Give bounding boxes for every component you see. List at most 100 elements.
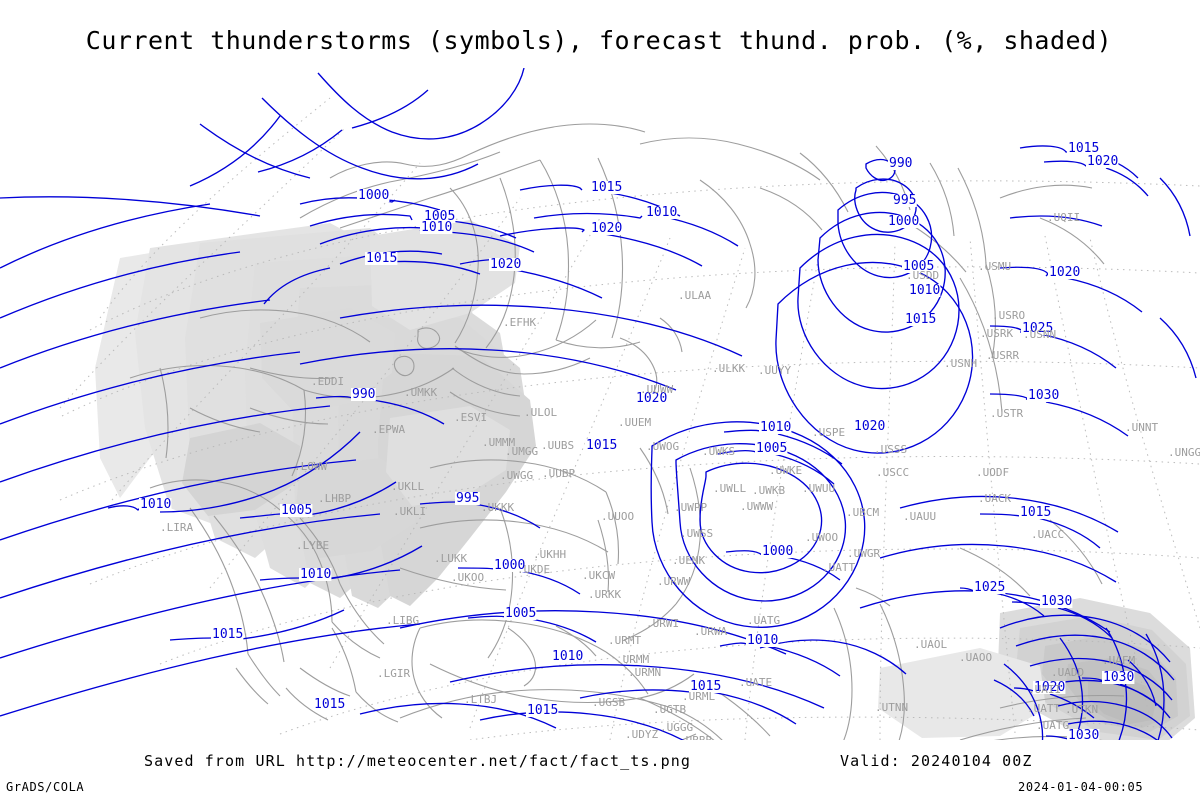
isobar-label: 1005 <box>505 606 536 621</box>
station-label: .UNNT <box>1125 421 1158 434</box>
isobar-label: 1005 <box>281 503 312 518</box>
station-label: .UODF <box>976 466 1009 479</box>
station-label: .EDDI <box>311 375 344 388</box>
isobar-label: 1020 <box>854 419 885 434</box>
isobar-label-halo <box>423 210 456 223</box>
isobar-label: 1020 <box>636 391 667 406</box>
isobar-label: 1030 <box>1068 728 1099 740</box>
isobar-label-halo <box>1067 142 1100 155</box>
station-label: .UATG <box>1036 719 1069 732</box>
isobar-label: 1010 <box>552 649 583 664</box>
isobar-label: 1015 <box>690 679 721 694</box>
isobar-label: 1010 <box>909 283 940 298</box>
station-label: .UUWW <box>640 383 673 396</box>
isobar-label-halo <box>759 421 792 434</box>
isobar-label: 1015 <box>1020 505 1051 520</box>
footer-bar: Saved from URL http://meteocenter.net/fa… <box>0 752 1200 778</box>
station-label: .USCC <box>876 466 909 479</box>
isobar-label: 1005 <box>903 259 934 274</box>
station-label: .USMU <box>978 260 1011 273</box>
isobar-label-halo <box>755 442 788 455</box>
isobar-label: 1015 <box>212 627 243 642</box>
isobar-label: 1015 <box>586 438 617 453</box>
station-label: .USNH <box>944 357 977 370</box>
station-label: .USSS <box>874 443 907 456</box>
weather-map-canvas[interactable]: 1000 1005 1010 1015 1010 1020 990 995 1000 1005 10… <box>0 68 1200 740</box>
station-label: .UWGR <box>847 547 880 560</box>
isobar-label-halo <box>1048 266 1081 279</box>
station-label: .URWA <box>694 625 727 638</box>
coastlines-and-borders <box>129 123 1145 740</box>
isobar-label-halo <box>313 698 346 711</box>
station-label: .UWKS <box>702 445 735 458</box>
station-label: .ULOL <box>524 406 557 419</box>
isobar-label-halo <box>420 221 453 234</box>
isobar-label: 1025 <box>1022 321 1053 336</box>
isobar-label: 1010 <box>300 567 331 582</box>
map-svg: 1000100510101015101010209909951000100510… <box>0 68 1200 740</box>
station-label: .UWKB <box>752 484 785 497</box>
isobar-label: 1015 <box>527 703 558 718</box>
station-label: .UWPP <box>674 501 707 514</box>
station-label: .ULKK <box>712 362 745 375</box>
page-title: Current thunderstorms (symbols), forecas… <box>85 26 1113 55</box>
isobar-label: 1015 <box>366 251 397 266</box>
station-label: .UQII <box>1047 211 1080 224</box>
station-label: .UWGG <box>500 469 533 482</box>
station-label: .UKCW <box>582 569 615 582</box>
station-label: .UWUU <box>802 482 835 495</box>
station-label: .LHBP <box>318 492 351 505</box>
isobar-label-halo <box>908 284 941 297</box>
station-label: .USNN <box>1023 328 1056 341</box>
isobar-label-halo <box>888 157 913 170</box>
station-label: .UKDE <box>517 563 550 576</box>
isobar-label-halo <box>211 628 244 641</box>
isobar-label: 1020 <box>1049 265 1080 280</box>
station-label: .USRO <box>992 309 1025 322</box>
station-label: .UAOL <box>914 638 947 651</box>
station-label: .UBBB <box>679 734 712 740</box>
saved-from-url-text: Saved from URL http://meteocenter.net/fa… <box>144 752 692 770</box>
station-label: .UBCM <box>846 506 879 519</box>
station-label: .UAOO <box>959 651 992 664</box>
station-label: .LUKK <box>434 552 467 565</box>
isobar-label-halo <box>1067 729 1100 740</box>
isobar-label-halo <box>904 313 937 326</box>
isobar-label-halo <box>1040 595 1073 608</box>
isobar-label-halo <box>853 420 886 433</box>
station-label: .UWKE <box>769 464 802 477</box>
isobar-label-halo <box>902 260 935 273</box>
station-label: .USRR <box>986 349 1019 362</box>
station-label: .LTBJ <box>464 693 497 706</box>
isobar-label-halo <box>365 252 398 265</box>
isobar-label-halo <box>280 504 313 517</box>
station-label: .EFHK <box>503 316 536 329</box>
station-label: .UATT <box>1027 702 1060 715</box>
generation-timestamp: 2024-01-04-00:05 <box>1018 780 1144 794</box>
station-label: .LIBG <box>386 614 419 627</box>
station-label: .UKLI <box>393 505 426 518</box>
isobar-label: 990 <box>352 387 375 402</box>
isobar-label-halo <box>761 545 794 558</box>
station-label: .UKHH <box>533 548 566 561</box>
station-label: .EPWA <box>372 423 405 436</box>
isobar-label: 1000 <box>494 558 525 573</box>
isobar-label-halo <box>585 439 618 452</box>
isobar-label: 1000 <box>888 214 919 229</box>
isobar-label-halo <box>357 189 390 202</box>
isobar-label: 1010 <box>760 420 791 435</box>
isobar-label-halo <box>1086 155 1119 168</box>
station-label: .ESVI <box>454 411 487 424</box>
isobar-label: 1010 <box>140 497 171 512</box>
isobar-label-halo <box>493 559 526 572</box>
station-label: .UADD <box>1051 666 1084 679</box>
isobar-label-halo <box>351 388 376 401</box>
isobar-label-halo <box>1033 681 1066 694</box>
station-label: .URWI <box>646 617 679 630</box>
isobar-label: 1010 <box>747 633 778 648</box>
station-label: .URWW <box>657 575 690 588</box>
station-label: .USDD <box>906 269 939 282</box>
station-label: .UTNN <box>875 701 908 714</box>
station-label: .UMKK <box>404 386 437 399</box>
